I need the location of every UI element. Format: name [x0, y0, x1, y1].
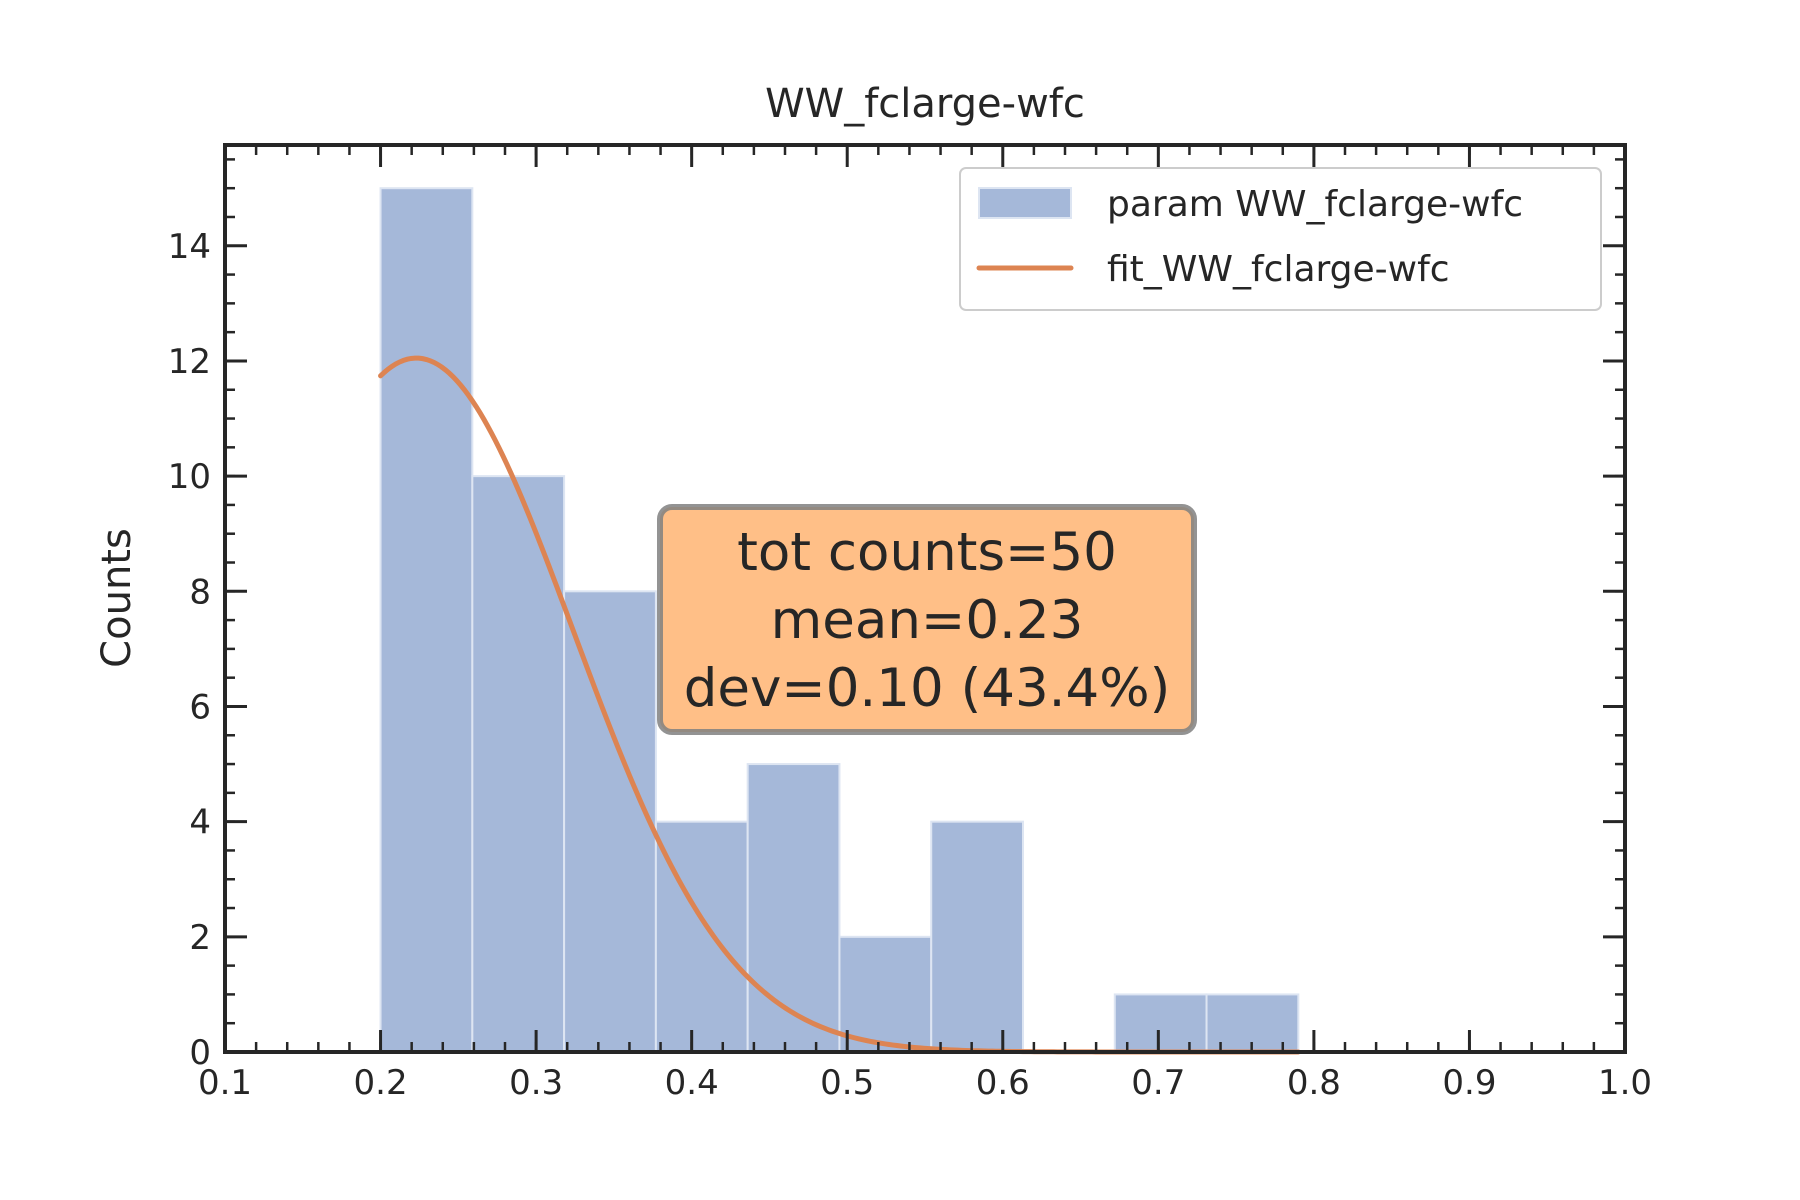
x-tick-label: 0.2 [354, 1063, 408, 1103]
legend-frame [959, 167, 1602, 311]
histogram-bar [471, 475, 566, 1053]
x-tick-label: 0.4 [665, 1063, 719, 1103]
x-tick-label: 0.5 [820, 1063, 874, 1103]
y-tick-label: 0 [189, 1033, 211, 1073]
x-axis-tick-labels: 0.1 0.2 0.3 0.4 0.5 0.6 0.7 0.8 0.9 1.0 [198, 1063, 1652, 1103]
histogram-bar [654, 820, 749, 1054]
histogram-bar [563, 590, 657, 1053]
x-tick-label: 0.9 [1442, 1063, 1496, 1103]
histogram-bar [838, 935, 933, 1053]
y-axis-label: Counts [94, 528, 140, 668]
y-tick-label: 2 [189, 918, 211, 958]
plot-frame [223, 143, 1627, 1054]
histogram-bar [379, 187, 474, 1053]
histogram-bar [1113, 993, 1208, 1054]
histogram-bar [746, 763, 841, 1053]
stats-annotation: tot counts=50 mean=0.23 dev=0.10 (43.4%) [657, 504, 1197, 735]
x-tick-label: 0.7 [1131, 1063, 1185, 1103]
x-tick-label: 0.8 [1287, 1063, 1341, 1103]
y-tick-label: 14 [168, 227, 211, 267]
y-tick-label: 6 [189, 687, 211, 727]
stats-box [657, 504, 1197, 735]
stats-total-counts: tot counts=50 [737, 522, 1117, 583]
y-tick-label: 12 [168, 342, 211, 382]
legend-swatch-histogram [978, 187, 1072, 219]
y-tick-label: 4 [189, 803, 211, 843]
stats-deviation: dev=0.10 (43.4%) [684, 658, 1171, 719]
legend: param WW_fclarge-wfc fit_WW_fclarge-wfc [959, 167, 1602, 311]
x-tick-label: 0.1 [198, 1063, 252, 1103]
y-axis-tick-labels: 0 2 4 6 8 10 12 14 [168, 227, 211, 1073]
x-tick-label: 0.6 [976, 1063, 1030, 1103]
y-tick-label: 8 [189, 572, 211, 612]
chart-title: WW_fclarge-wfc [765, 81, 1085, 127]
y-tick-label: 10 [168, 457, 211, 497]
x-tick-label: 0.3 [509, 1063, 563, 1103]
histogram-bar [930, 820, 1025, 1054]
x-tick-label: 1.0 [1598, 1063, 1652, 1103]
legend-label-fit: fit_WW_fclarge-wfc [1107, 249, 1450, 290]
stats-mean: mean=0.23 [771, 590, 1084, 651]
legend-label-histogram: param WW_fclarge-wfc [1107, 184, 1523, 225]
